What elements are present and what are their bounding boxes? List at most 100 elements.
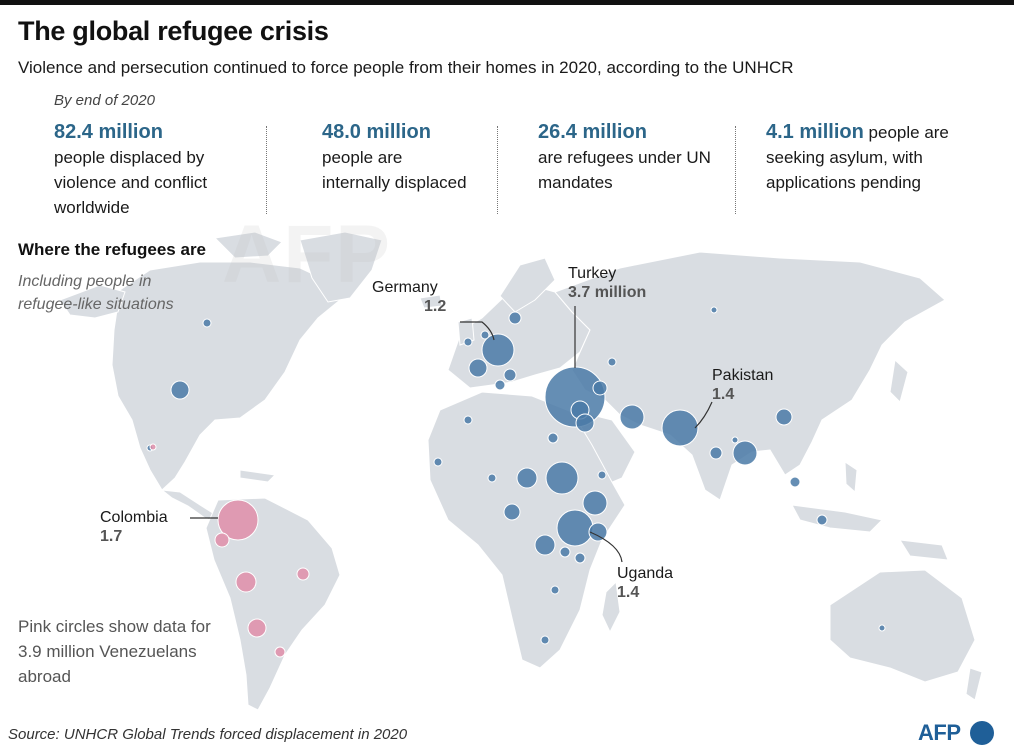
stat-text: people are internally displaced bbox=[322, 148, 467, 192]
callout-country: Turkey bbox=[568, 265, 617, 282]
refugee-circle-yemen bbox=[597, 470, 607, 480]
callout-line-germany bbox=[460, 321, 495, 341]
venezuelan-circles bbox=[149, 443, 310, 658]
callout-label-turkey: Turkey 3.7 million bbox=[568, 264, 646, 302]
logo-dot-icon bbox=[970, 721, 994, 745]
refugee-circle-kenya bbox=[588, 522, 608, 542]
landmass-madagascar bbox=[601, 580, 621, 634]
callout-line-pakistan bbox=[694, 401, 713, 429]
callout-label-uganda: Uganda 1.4 bbox=[617, 564, 673, 602]
refugee-circle-italy bbox=[494, 379, 506, 391]
refugee-circle-jordan bbox=[575, 413, 595, 433]
stat-asylum-seekers: 4.1 million people are seeking asylum, w… bbox=[766, 120, 966, 195]
landmass-new-guinea bbox=[899, 539, 949, 561]
land-masses bbox=[59, 231, 983, 711]
refugee-circle-austria bbox=[503, 368, 517, 382]
refugee-circle-uganda bbox=[556, 509, 594, 547]
section-note: Including people in refugee-like situati… bbox=[18, 273, 174, 313]
refugee-circle-thailand bbox=[789, 476, 801, 488]
refugee-circle-malaysia bbox=[816, 514, 828, 526]
refugee-circle-sweden bbox=[508, 311, 522, 325]
stat-internally-displaced: 48.0 million people are internally displ… bbox=[322, 120, 472, 195]
stat-text: people are seeking asylum, with applicat… bbox=[766, 123, 949, 192]
venezuelan-circle-ecuador bbox=[214, 532, 230, 548]
callout-lines bbox=[190, 306, 713, 563]
landmass-philippines bbox=[844, 461, 858, 494]
landmass-north-america bbox=[111, 261, 341, 491]
refugee-circle-mauritania bbox=[433, 457, 443, 467]
refugee-circle-iraq bbox=[592, 380, 608, 396]
landmass-canadian-arctic bbox=[213, 231, 283, 259]
callout-value: 1.4 bbox=[712, 386, 735, 403]
venezuelan-circle-brazil bbox=[296, 567, 310, 581]
logo-text: AFP bbox=[918, 720, 961, 745]
refugee-circle-rwanda bbox=[559, 546, 571, 558]
as-of-date: By end of 2020 bbox=[54, 92, 155, 109]
refugee-circle-egypt bbox=[547, 432, 559, 444]
landmass-greenland bbox=[299, 231, 383, 303]
refugee-circle-cameroon bbox=[503, 503, 521, 521]
callout-label-pakistan: Pakistan 1.4 bbox=[712, 366, 773, 404]
page-subtitle: Violence and persecution continued to fo… bbox=[18, 58, 794, 77]
stat-divider bbox=[266, 126, 267, 214]
refugee-circle-australia bbox=[878, 624, 886, 632]
stat-number: 48.0 million bbox=[322, 121, 431, 143]
callout-value: 1.7 bbox=[100, 528, 123, 545]
refugee-circle-pakistan bbox=[661, 409, 699, 447]
refugee-circle-china bbox=[775, 408, 793, 426]
refugee-circle-india bbox=[709, 446, 723, 460]
landmass-indonesia bbox=[791, 504, 884, 533]
refugee-circle-sudan bbox=[545, 461, 579, 495]
page-title: The global refugee crisis bbox=[18, 16, 329, 46]
stat-text: are refugees under UN mandates bbox=[538, 148, 711, 192]
callout-label-colombia: Colombia 1.7 bbox=[100, 508, 168, 546]
stat-refugees-un: 26.4 million are refugees under UN manda… bbox=[538, 120, 723, 195]
refugee-circle-germany bbox=[481, 333, 515, 367]
callout-value: 1.4 bbox=[617, 584, 640, 601]
stat-number: 82.4 million bbox=[54, 121, 163, 143]
landmass-japan bbox=[889, 358, 909, 403]
landmass-new-zealand bbox=[965, 667, 983, 701]
stat-text: people displaced by violence and conflic… bbox=[54, 148, 208, 217]
callout-country: Germany bbox=[372, 279, 438, 296]
refugee-circle-dr-congo bbox=[534, 534, 556, 556]
landmass-australia bbox=[829, 569, 976, 683]
callout-line-uganda bbox=[589, 531, 623, 563]
refugee-circle-algeria bbox=[463, 415, 473, 425]
refugee-circle-bangladesh bbox=[732, 440, 758, 466]
refugee-circle-usa bbox=[170, 380, 190, 400]
refugee-circle-uk bbox=[463, 337, 473, 347]
stat-divider bbox=[497, 126, 498, 214]
venezuelan-circle-peru bbox=[235, 571, 257, 593]
section-title: Where the refugees are bbox=[18, 240, 207, 259]
landmass-south-america bbox=[205, 497, 341, 711]
landmass-caribbean bbox=[239, 469, 277, 483]
refugee-circle-kazakhstan bbox=[710, 306, 718, 314]
callout-value: 1.2 bbox=[424, 298, 447, 315]
venezuelan-circle-usa bbox=[149, 443, 157, 451]
afp-logo: AFP bbox=[918, 718, 998, 748]
refugee-circle-iran bbox=[619, 404, 645, 430]
callout-country: Colombia bbox=[100, 509, 168, 526]
venezuelan-circle-argentina bbox=[274, 646, 286, 658]
pink-circles-note: Pink circles show data for 3.9 million V… bbox=[18, 617, 211, 686]
venezuelan-circle-colombia bbox=[217, 499, 259, 541]
refugee-circle-south-africa bbox=[540, 635, 550, 645]
stat-number: 26.4 million bbox=[538, 121, 647, 143]
callout-label-germany: Germany 1.2 bbox=[372, 278, 446, 316]
refugee-circle-canada bbox=[202, 318, 212, 328]
stat-number: 4.1 million bbox=[766, 121, 864, 143]
refugee-circle-chad bbox=[516, 467, 538, 489]
afp-watermark: AFP bbox=[222, 209, 392, 300]
callout-value: 3.7 million bbox=[568, 284, 647, 301]
callout-country: Pakistan bbox=[712, 367, 774, 384]
landmass-alaska bbox=[59, 284, 126, 319]
refugee-circle-russia bbox=[607, 357, 617, 367]
refugee-circle-nepal bbox=[731, 436, 739, 444]
refugee-circle-tanzania bbox=[574, 552, 586, 564]
source-note: Source: UNHCR Global Trends forced displ… bbox=[8, 726, 408, 743]
landmass-iceland bbox=[419, 294, 443, 309]
top-rule bbox=[0, 0, 1014, 5]
refugee-circle-ethiopia bbox=[582, 490, 608, 516]
